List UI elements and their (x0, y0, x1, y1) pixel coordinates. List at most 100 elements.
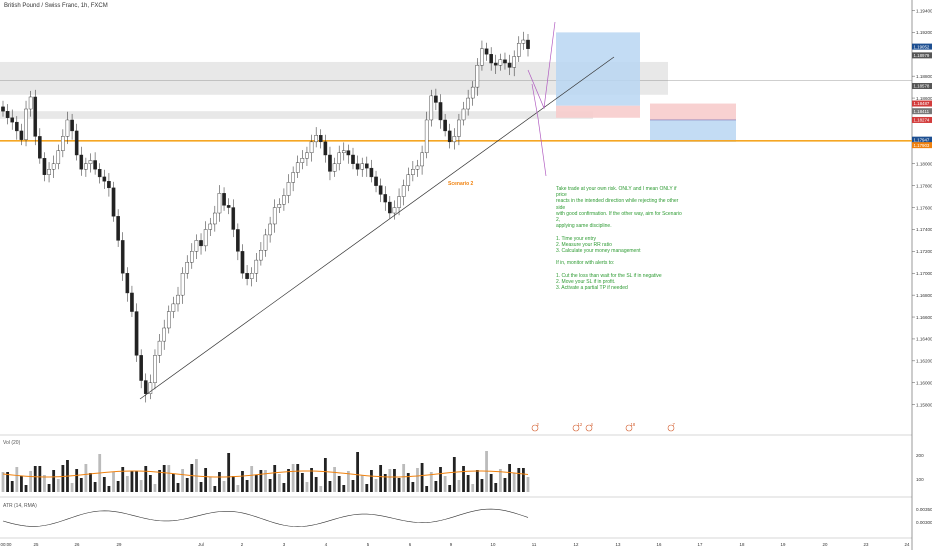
price-tick-label: 1.16200 (916, 359, 932, 364)
volume-bar (20, 476, 23, 492)
volume-bar (425, 486, 429, 492)
time-tick-label: 00:00 (1, 542, 13, 547)
scale-label-bg (912, 136, 932, 143)
candle-body (116, 216, 120, 241)
candle-body (272, 207, 277, 225)
candle-body (134, 311, 139, 356)
time-tick-label: 23 (864, 542, 869, 547)
volume-bar (56, 479, 60, 492)
target-zone-2 (650, 119, 736, 142)
candle-body (176, 294, 180, 305)
candle-body (411, 169, 415, 175)
volume-bar (379, 465, 383, 492)
volume-bar (296, 464, 300, 492)
time-tick-label: 5 (367, 542, 370, 547)
time-tick-label: 10 (491, 542, 496, 547)
candle-body (166, 311, 171, 329)
candle-body (1, 106, 5, 112)
volume-bar (383, 474, 387, 492)
candle-body (507, 62, 512, 68)
candle-body (503, 59, 507, 64)
time-tick-label: 26 (75, 542, 80, 547)
candle-body (61, 136, 65, 151)
demand-zone (0, 111, 593, 119)
candle-body (24, 108, 28, 140)
volume-bar (43, 475, 46, 492)
atr-tick-label: 0.00300 (916, 520, 932, 525)
time-tick-label: 18 (740, 542, 745, 547)
volume-bar (158, 470, 161, 492)
volume-bar (264, 470, 267, 492)
candle-body (162, 327, 166, 342)
volume-bar (231, 476, 235, 492)
price-tick-label: 1.18600 (916, 96, 932, 101)
volume-bar (356, 452, 360, 492)
candle-body (443, 119, 447, 132)
candle-body (240, 251, 245, 274)
volume-bar (314, 477, 318, 492)
volume-bar (471, 484, 475, 492)
volume-bar (443, 476, 447, 492)
candle-body (97, 169, 102, 178)
candle-body (466, 97, 470, 110)
volume-bar (89, 473, 92, 492)
volume-bar (116, 481, 120, 492)
candle-body (374, 176, 378, 186)
candle-body (236, 229, 240, 252)
candle-body (434, 95, 438, 103)
candle-body (93, 160, 97, 170)
chart-title: British Pound / Swiss Franc, 1h, FXCM (4, 3, 108, 9)
projection-down (531, 83, 547, 177)
volume-bar (227, 453, 231, 492)
volume-bar (282, 483, 286, 492)
price-tick-label: 1.18800 (916, 74, 932, 79)
candle-body (392, 207, 397, 214)
volume-bar (466, 475, 470, 492)
candle-body (107, 181, 111, 189)
time-tick-label: 12 (574, 542, 579, 547)
candle-body (475, 65, 480, 88)
time-tick-label: 24 (905, 542, 910, 547)
event-count: 18 (631, 422, 636, 427)
volume-bar (287, 469, 290, 492)
event-count: 7 (673, 422, 676, 427)
time-tick-label: 13 (616, 542, 621, 547)
volume-bar (346, 471, 350, 492)
candle-body (56, 150, 61, 164)
candle-body (203, 229, 208, 247)
volume-bar (112, 472, 115, 492)
candle-body (346, 150, 351, 156)
candle-body (365, 163, 369, 169)
volume-bar (135, 471, 138, 492)
volume-bar (402, 464, 406, 492)
volume-bar (61, 465, 65, 492)
volume-bar (291, 464, 295, 492)
atr-line (2, 508, 529, 527)
price-tick-label: 1.16000 (916, 381, 932, 386)
candle-body (157, 340, 162, 356)
price-tick-label: 1.17200 (916, 249, 932, 254)
volume-bar (328, 481, 332, 492)
volume-bar (448, 485, 452, 492)
volume-bar (125, 476, 129, 492)
volume-bar (370, 470, 373, 492)
time-tick-label: 25 (34, 542, 39, 547)
candle-body (120, 240, 125, 274)
candle-body (88, 160, 93, 164)
volume-bar (310, 468, 313, 492)
event-marker (572, 424, 580, 432)
volume-bar (24, 485, 28, 492)
candle-body (516, 43, 521, 57)
volume-bar (70, 483, 74, 492)
candle-body (15, 121, 19, 132)
candle-body (378, 185, 383, 195)
trade-note: Take trade at your own risk. ONLY and I … (556, 186, 682, 292)
candle-body (268, 223, 272, 236)
volume-bar (434, 481, 438, 492)
candle-body (295, 162, 300, 173)
volume-tick-label: 100 (916, 477, 924, 482)
volume-bar (148, 475, 152, 492)
volume-bar (236, 485, 240, 492)
